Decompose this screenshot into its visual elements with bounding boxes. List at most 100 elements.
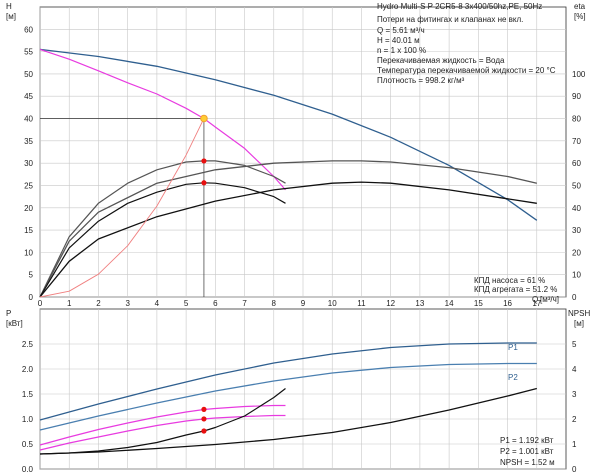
p1-text: P1 = 1.192 кВт xyxy=(500,436,554,445)
right-tick-label: 40 xyxy=(572,204,581,213)
x-tick-label: 8 xyxy=(272,299,277,308)
info-line: Перекачиваемая жидкость = Вода xyxy=(377,56,505,65)
right-tick-label: 100 xyxy=(572,70,586,79)
legend-p2: P2 xyxy=(508,373,518,382)
flow-axis-unit: [м³/ч] xyxy=(540,295,559,304)
right-tick-label: 0 xyxy=(572,293,577,302)
info-line: Hydro Multi-S P 2CR5-8 3x400/50hz,PE, 50… xyxy=(377,2,542,11)
npsh-axis-label: NPSH xyxy=(568,309,590,318)
left-tick-label: 1.5 xyxy=(22,390,34,399)
p2-text: P2 = 1.001 кВт xyxy=(500,447,554,456)
right-tick-label: 10 xyxy=(572,271,581,280)
left-tick-label: 5 xyxy=(29,271,34,280)
marker-duty-point xyxy=(200,114,208,123)
legend-p1: P1 xyxy=(508,343,518,352)
right-tick-label: 30 xyxy=(572,226,581,235)
left-tick-label: 2.0 xyxy=(22,365,34,374)
left-tick-label: 20 xyxy=(24,204,33,213)
series-P2-max xyxy=(39,362,537,431)
series-layer xyxy=(39,48,538,455)
x-tick-label: 12 xyxy=(386,299,395,308)
right-tick-label: 3 xyxy=(572,390,577,399)
left-tick-label: 1.0 xyxy=(22,415,34,424)
x-tick-label: 17 xyxy=(532,299,541,308)
marker-p1-point xyxy=(201,406,207,412)
info-line: Потери на фитингах и клапанах не вкл. xyxy=(377,15,523,24)
left-tick-label: 45 xyxy=(24,92,33,101)
series-P1-max xyxy=(39,342,537,421)
tick-labels: 0 1 2 3 4 5 6 7 8 9 10 11 12 13 14 15 16 1705101520253035… xyxy=(22,25,586,474)
left-tick-label: 25 xyxy=(24,181,33,190)
eta-pump-text: КПД насоса = 61 % xyxy=(474,276,545,285)
x-tick-label: 3 xyxy=(125,299,130,308)
left-tick-label: 0.5 xyxy=(22,440,34,449)
left-tick-label: 30 xyxy=(24,159,33,168)
left-tick-label: 60 xyxy=(24,25,33,34)
eta-axis-label: eta xyxy=(574,2,586,11)
info-line: H = 40.01 м xyxy=(377,36,420,45)
right-tick-label: 90 xyxy=(572,92,581,101)
right-tick-label: 70 xyxy=(572,137,581,146)
efficiency-info: КПД насоса = 61 % КПД агрегата = 51.2 % xyxy=(474,276,557,294)
grid-lines xyxy=(39,7,566,470)
right-tick-label: 50 xyxy=(572,181,581,190)
series-eta-pump-max xyxy=(39,160,537,298)
marker-eta-pump-point xyxy=(201,158,207,164)
x-tick-label: 16 xyxy=(503,299,512,308)
series-npsh-max xyxy=(39,387,537,455)
marker-eta-unit-point xyxy=(201,180,207,186)
right-tick-label: 20 xyxy=(572,248,581,257)
right-tick-label: 60 xyxy=(572,159,581,168)
marker-npsh-point xyxy=(201,428,207,434)
x-tick-label: 0 xyxy=(38,299,43,308)
x-tick-label: 13 xyxy=(415,299,424,308)
x-tick-label: 1 xyxy=(67,299,72,308)
right-tick-label: 4 xyxy=(572,365,577,374)
x-tick-label: 14 xyxy=(445,299,454,308)
x-tick-label: 5 xyxy=(184,299,189,308)
left-tick-label: 15 xyxy=(24,226,33,235)
series-eta-pump xyxy=(39,160,286,298)
x-tick-label: 11 xyxy=(357,299,366,308)
info-line: Q = 5.61 м³/ч xyxy=(377,26,425,35)
series-P1-operating xyxy=(39,404,286,446)
right-tick-label: 0 xyxy=(572,465,577,474)
left-tick-label: 55 xyxy=(24,48,33,57)
eta-axis-unit: [%] xyxy=(574,12,586,21)
x-tick-label: 15 xyxy=(474,299,483,308)
left-tick-label: 0 xyxy=(29,293,34,302)
left-tick-label: 40 xyxy=(24,115,33,124)
head-axis-unit: [м] xyxy=(6,12,16,21)
x-tick-label: 6 xyxy=(213,299,218,308)
right-tick-label: 5 xyxy=(572,340,577,349)
x-tick-label: 9 xyxy=(301,299,306,308)
info-line: n = 1 x 100 % xyxy=(377,46,426,55)
markers-layer xyxy=(200,114,208,434)
left-tick-label: 2.5 xyxy=(22,340,34,349)
series-head-max xyxy=(39,48,538,221)
x-tick-label: 4 xyxy=(155,299,160,308)
flow-axis-label: Q xyxy=(532,295,538,304)
x-tick-label: 10 xyxy=(328,299,337,308)
series-system-curve xyxy=(39,118,205,298)
x-tick-label: 7 xyxy=(242,299,247,308)
operating-info: Hydro Multi-S P 2CR5-8 3x400/50hz,PE, 50… xyxy=(377,2,556,85)
series-head-operating xyxy=(39,48,286,191)
left-tick-label: 10 xyxy=(24,248,33,257)
npsh-text: NPSH = 1.52 м xyxy=(500,458,555,467)
series-eta-unit xyxy=(39,182,286,298)
left-tick-label: 0.0 xyxy=(22,465,34,474)
info-line: Плотность = 998.2 кг/м³ xyxy=(377,76,465,85)
eta-unit-text: КПД агрегата = 51.2 % xyxy=(474,285,557,294)
right-tick-label: 1 xyxy=(572,440,577,449)
power-info: P1 = 1.192 кВт P2 = 1.001 кВт NPSH = 1.5… xyxy=(500,436,555,467)
series-npsh-operating xyxy=(39,388,286,455)
power-axis-label: P xyxy=(6,309,11,318)
info-line: Температура перекачиваемой жидкости = 20… xyxy=(377,66,556,75)
npsh-axis-unit: [м] xyxy=(574,319,584,328)
right-tick-label: 80 xyxy=(572,115,581,124)
head-axis-label: H xyxy=(6,2,12,11)
right-tick-label: 2 xyxy=(572,415,577,424)
left-tick-label: 35 xyxy=(24,137,33,146)
x-tick-label: 2 xyxy=(96,299,101,308)
